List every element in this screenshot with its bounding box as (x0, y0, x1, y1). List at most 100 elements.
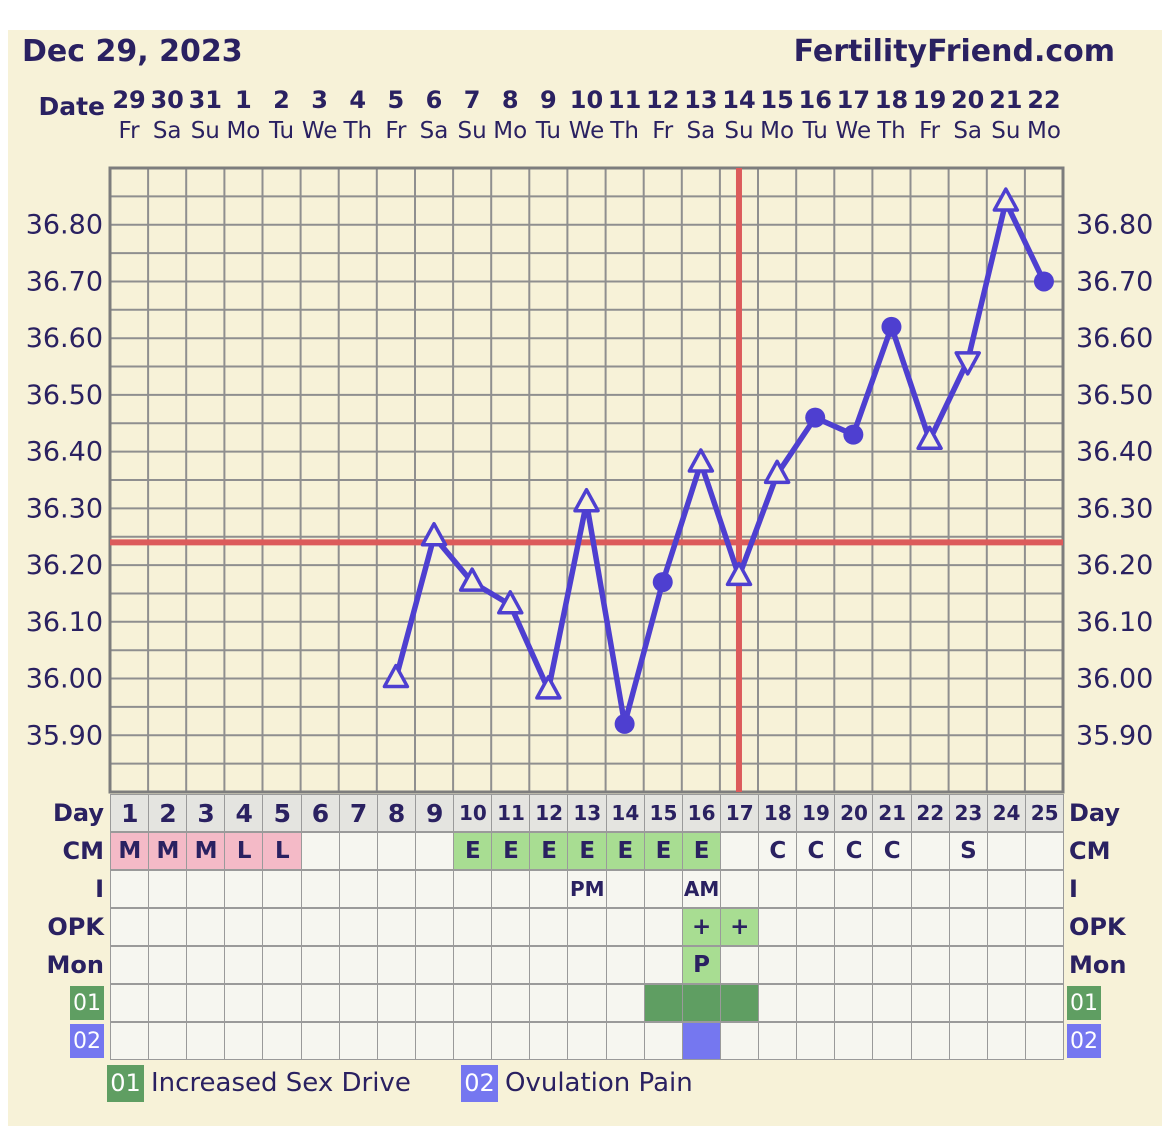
i-cell-day22[interactable] (910, 870, 951, 908)
s02-cell-day15[interactable] (643, 1022, 684, 1060)
opk-cell-day11[interactable] (491, 908, 531, 946)
mon-cell-day11[interactable] (491, 946, 531, 984)
s02-cell-day2[interactable] (148, 1022, 188, 1060)
s02-cell-day1[interactable] (110, 1022, 150, 1060)
i-cell-day6[interactable] (300, 870, 341, 908)
s02-cell-day16[interactable] (681, 1022, 722, 1060)
cm-cell-day5[interactable]: L (262, 832, 303, 870)
s01-cell-day23[interactable] (948, 984, 989, 1022)
cm-cell-day22[interactable] (910, 832, 951, 870)
opk-cell-day25[interactable] (1024, 908, 1065, 946)
cm-cell-day10[interactable]: E (453, 832, 493, 870)
s01-cell-day9[interactable] (414, 984, 455, 1022)
s02-cell-day20[interactable] (834, 1022, 874, 1060)
day-cell-day15[interactable]: 15 (643, 794, 684, 832)
i-cell-day21[interactable] (872, 870, 912, 908)
day-cell-day12[interactable]: 12 (529, 794, 569, 832)
opk-cell-day14[interactable] (605, 908, 646, 946)
s01-cell-day24[interactable] (986, 984, 1027, 1022)
cm-cell-day16[interactable]: E (681, 832, 722, 870)
s02-cell-day17[interactable] (719, 1022, 760, 1060)
temp-marker-day-10[interactable] (458, 567, 486, 592)
day-cell-day1[interactable]: 1 (110, 794, 150, 832)
s02-cell-day8[interactable] (376, 1022, 417, 1060)
i-cell-day1[interactable] (110, 870, 150, 908)
opk-cell-day8[interactable] (376, 908, 417, 946)
i-cell-day18[interactable] (758, 870, 798, 908)
cm-cell-day9[interactable] (414, 832, 455, 870)
day-cell-day21[interactable]: 21 (872, 794, 912, 832)
opk-cell-day2[interactable] (148, 908, 188, 946)
opk-cell-day3[interactable] (186, 908, 226, 946)
mon-cell-day10[interactable] (453, 946, 493, 984)
i-cell-day7[interactable] (338, 870, 379, 908)
opk-cell-day23[interactable] (948, 908, 989, 946)
mon-cell-day22[interactable] (910, 946, 951, 984)
cm-cell-day23[interactable]: S (948, 832, 989, 870)
mon-cell-day15[interactable] (643, 946, 684, 984)
opk-cell-day24[interactable] (986, 908, 1027, 946)
day-cell-day10[interactable]: 10 (453, 794, 493, 832)
opk-cell-day21[interactable] (872, 908, 912, 946)
opk-cell-day7[interactable] (338, 908, 379, 946)
temp-marker-day-25[interactable] (1033, 271, 1054, 292)
day-cell-day2[interactable]: 2 (148, 794, 188, 832)
i-cell-day17[interactable] (719, 870, 760, 908)
day-cell-day3[interactable]: 3 (186, 794, 226, 832)
temp-marker-day-23[interactable] (954, 351, 981, 376)
opk-cell-day12[interactable] (529, 908, 569, 946)
cm-cell-day7[interactable] (338, 832, 379, 870)
mon-cell-day4[interactable] (224, 946, 264, 984)
s01-cell-day22[interactable] (910, 984, 951, 1022)
s01-cell-day13[interactable] (567, 984, 608, 1022)
s02-cell-day11[interactable] (491, 1022, 531, 1060)
opk-cell-day1[interactable] (110, 908, 150, 946)
day-cell-day18[interactable]: 18 (758, 794, 798, 832)
s01-cell-day14[interactable] (605, 984, 646, 1022)
s01-cell-day18[interactable] (758, 984, 798, 1022)
i-cell-day20[interactable] (834, 870, 874, 908)
s01-cell-day25[interactable] (1024, 984, 1065, 1022)
mon-cell-day17[interactable] (719, 946, 760, 984)
temp-marker-day-13[interactable] (573, 487, 600, 513)
day-cell-day9[interactable]: 9 (414, 794, 455, 832)
mon-cell-day1[interactable] (110, 946, 150, 984)
day-cell-day8[interactable]: 8 (376, 794, 417, 832)
temp-marker-day-21[interactable] (881, 316, 902, 337)
i-cell-day10[interactable] (453, 870, 493, 908)
s02-cell-day14[interactable] (605, 1022, 646, 1060)
s01-cell-day12[interactable] (529, 984, 569, 1022)
mon-cell-day21[interactable] (872, 946, 912, 984)
s02-cell-day9[interactable] (414, 1022, 455, 1060)
cm-cell-day17[interactable] (719, 832, 760, 870)
s02-cell-day19[interactable] (796, 1022, 836, 1060)
i-cell-day24[interactable] (986, 870, 1027, 908)
day-cell-day16[interactable]: 16 (681, 794, 722, 832)
mon-cell-day2[interactable] (148, 946, 188, 984)
opk-cell-day15[interactable] (643, 908, 684, 946)
day-cell-day6[interactable]: 6 (300, 794, 341, 832)
s02-cell-day25[interactable] (1024, 1022, 1065, 1060)
day-cell-day25[interactable]: 25 (1024, 794, 1065, 832)
s01-cell-day6[interactable] (300, 984, 341, 1022)
temp-marker-day-22[interactable] (916, 425, 943, 451)
s01-cell-day3[interactable] (186, 984, 226, 1022)
temp-marker-day-11[interactable] (497, 590, 524, 615)
mon-cell-day19[interactable] (796, 946, 836, 984)
s01-cell-day1[interactable] (110, 984, 150, 1022)
day-cell-day22[interactable]: 22 (910, 794, 951, 832)
opk-cell-day17[interactable]: + (719, 908, 760, 946)
s01-cell-day15[interactable] (643, 984, 684, 1022)
i-cell-day23[interactable] (948, 870, 989, 908)
day-cell-day7[interactable]: 7 (338, 794, 379, 832)
i-cell-day12[interactable] (529, 870, 569, 908)
cm-cell-day19[interactable]: C (796, 832, 836, 870)
i-cell-day2[interactable] (148, 870, 188, 908)
i-cell-day5[interactable] (262, 870, 303, 908)
s01-cell-day8[interactable] (376, 984, 417, 1022)
i-cell-day8[interactable] (376, 870, 417, 908)
s02-cell-day18[interactable] (758, 1022, 798, 1060)
i-cell-day16[interactable]: AM (681, 870, 722, 908)
day-cell-day17[interactable]: 17 (719, 794, 760, 832)
cm-cell-day6[interactable] (300, 832, 341, 870)
